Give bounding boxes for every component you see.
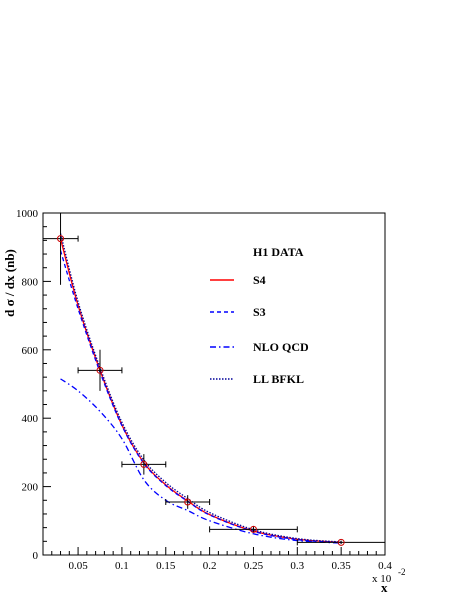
x-tick-label: 0.15 [156, 560, 176, 572]
y-tick-label: 600 [22, 345, 39, 357]
x-exponent-label: x 10 [372, 573, 392, 585]
data-marker [96, 366, 104, 374]
data-point [77, 349, 123, 391]
data-marker [57, 235, 65, 243]
x-tick-label: 0.25 [244, 560, 264, 572]
x-tick-label: 0.3 [290, 560, 304, 572]
data-point [42, 213, 79, 285]
curves [59, 233, 342, 544]
y-tick-label: 0 [33, 550, 39, 562]
y-tick-label: 400 [22, 413, 39, 425]
y-axis-label: d σ / dx (nb) [2, 249, 17, 317]
x-tick-label: 0.05 [68, 560, 88, 572]
series-line-s4 [59, 238, 342, 543]
y-tick-label: 800 [22, 276, 39, 288]
legend-entry-ll-bfkl: LL BFKL [253, 372, 304, 386]
legend-entry-data: H1 DATA [253, 245, 304, 259]
data-point [296, 538, 386, 546]
legend: H1 DATA S4 S3 NLO QCD LL BFKL [210, 245, 309, 386]
axes: 0.05 0.1 0.15 0.2 0.25 0.3 0.35 0.4 0 200 400 600 80… [16, 208, 392, 572]
data-point [165, 495, 211, 509]
data-point [121, 454, 167, 475]
plot-frame [42, 212, 386, 556]
legend-entry-s4: S4 [253, 273, 266, 287]
data-marker [184, 498, 192, 506]
data-marker [337, 538, 345, 546]
x-axis-label: x [381, 580, 388, 595]
x-tick-label: 0.1 [115, 560, 129, 572]
x-tick-label: 0.2 [203, 560, 217, 572]
series-line-nlo-qcd [60, 378, 342, 544]
x-exponent-value: -2 [398, 567, 406, 577]
y-tick-label: 200 [22, 482, 39, 494]
legend-entry-nlo-qcd: NLO QCD [253, 340, 309, 354]
data-marker [140, 460, 148, 468]
y-tick-label: 1000 [16, 208, 39, 220]
series-line-s3 [59, 250, 342, 544]
data-point [209, 525, 298, 533]
x-tick-label: 0.4 [378, 560, 392, 572]
x-tick-label: 0.35 [332, 560, 352, 572]
series-line-ll-bfkl [59, 233, 342, 543]
legend-entry-s3: S3 [253, 305, 266, 319]
data-points [42, 213, 386, 546]
data-marker [249, 525, 257, 533]
